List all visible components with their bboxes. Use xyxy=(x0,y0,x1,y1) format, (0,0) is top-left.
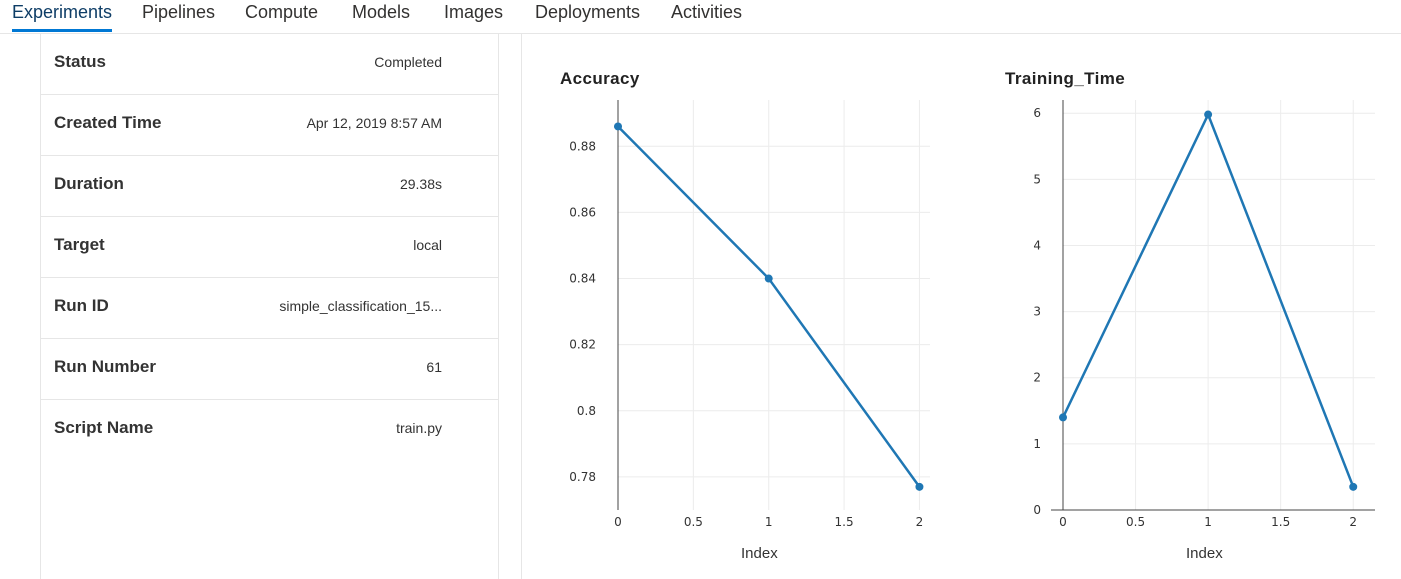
data-point xyxy=(1059,413,1067,422)
detail-row-created-time: Created Time Apr 12, 2019 8:57 AM xyxy=(41,95,498,156)
detail-label: Duration xyxy=(54,174,124,193)
detail-row-duration: Duration 29.38s xyxy=(41,156,498,217)
training-time-x-axis-label: Index xyxy=(1186,545,1223,562)
x-tick-label: 1.5 xyxy=(1271,515,1290,529)
tab-models[interactable]: Models xyxy=(352,2,410,32)
detail-label: Run ID xyxy=(54,296,109,315)
tab-pipelines[interactable]: Pipelines xyxy=(142,2,215,32)
x-tick-label: 0.5 xyxy=(684,515,703,529)
detail-value: 29.38s xyxy=(399,176,442,192)
tab-experiments[interactable]: Experiments xyxy=(12,2,113,32)
detail-row-run-id: Run ID simple_classification_15... xyxy=(41,278,498,339)
detail-label: Created Time xyxy=(54,113,162,132)
run-details-panel: Status Completed Created Time Apr 12, 20… xyxy=(40,34,499,579)
x-tick-label: 0.5 xyxy=(1126,515,1145,529)
y-tick-label: 5 xyxy=(1033,172,1041,186)
accuracy-chart-title: Accuracy xyxy=(560,69,640,88)
x-tick-label: 2 xyxy=(1349,515,1357,529)
detail-value: local xyxy=(413,237,442,253)
metrics-charts-panel xyxy=(521,34,1401,579)
x-tick-label: 0 xyxy=(1059,515,1067,529)
y-tick-label: 0 xyxy=(1033,503,1041,517)
data-point xyxy=(915,482,924,491)
training-time-chart-title: Training_Time xyxy=(1005,69,1126,88)
y-tick-label: 0.84 xyxy=(569,272,596,286)
y-tick-label: 1 xyxy=(1033,437,1041,451)
tab-pipelines-label: Pipelines xyxy=(142,2,216,22)
detail-value: simple_classification_15... xyxy=(279,298,442,314)
top-tabs: Experiments Pipelines Compute Models Ima… xyxy=(0,0,1401,34)
tab-models-label: Models xyxy=(352,2,411,22)
tab-deployments[interactable]: Deployments xyxy=(535,2,640,32)
detail-value: train.py xyxy=(396,420,442,436)
detail-label: Target xyxy=(54,235,105,254)
y-tick-label: 4 xyxy=(1033,238,1041,252)
detail-value: Completed xyxy=(374,54,442,70)
y-tick-label: 3 xyxy=(1033,305,1041,319)
x-tick-label: 2 xyxy=(916,515,924,529)
x-tick-label: 1 xyxy=(1204,515,1212,529)
detail-value: Apr 12, 2019 8:57 AM xyxy=(306,115,442,131)
tab-compute-label: Compute xyxy=(245,2,319,22)
detail-row-run-number: Run Number 61 xyxy=(41,339,498,400)
x-tick-label: 1.5 xyxy=(835,515,854,529)
detail-value: 61 xyxy=(426,359,442,375)
detail-row-target: Target local xyxy=(41,217,498,278)
detail-row-status: Status Completed xyxy=(41,34,498,95)
tab-images-label: Images xyxy=(444,2,504,22)
tab-images[interactable]: Images xyxy=(444,2,503,32)
y-tick-label: 2 xyxy=(1033,371,1041,385)
y-tick-label: 0.8 xyxy=(577,404,596,418)
tab-activities-label: Activities xyxy=(671,2,743,22)
tab-activities[interactable]: Activities xyxy=(671,2,742,32)
tab-experiments-label: Experiments xyxy=(12,2,113,22)
data-point xyxy=(1204,110,1213,119)
y-tick-label: 6 xyxy=(1033,106,1041,120)
tab-deployments-label: Deployments xyxy=(535,2,641,22)
accuracy-x-axis-label: Index xyxy=(741,545,778,562)
data-point xyxy=(1349,482,1358,491)
tab-compute[interactable]: Compute xyxy=(245,2,318,32)
data-point xyxy=(614,122,622,131)
detail-row-script-name: Script Name train.py xyxy=(41,400,498,461)
detail-label: Script Name xyxy=(54,418,154,437)
data-point xyxy=(764,274,773,283)
y-tick-label: 0.88 xyxy=(569,139,596,153)
y-tick-label: 0.86 xyxy=(569,205,596,219)
x-tick-label: 1 xyxy=(765,515,773,529)
detail-label: Status xyxy=(54,52,106,71)
y-tick-label: 0.78 xyxy=(569,470,596,484)
y-tick-label: 0.82 xyxy=(569,338,596,352)
x-tick-label: 0 xyxy=(614,515,622,529)
detail-label: Run Number xyxy=(54,357,156,376)
